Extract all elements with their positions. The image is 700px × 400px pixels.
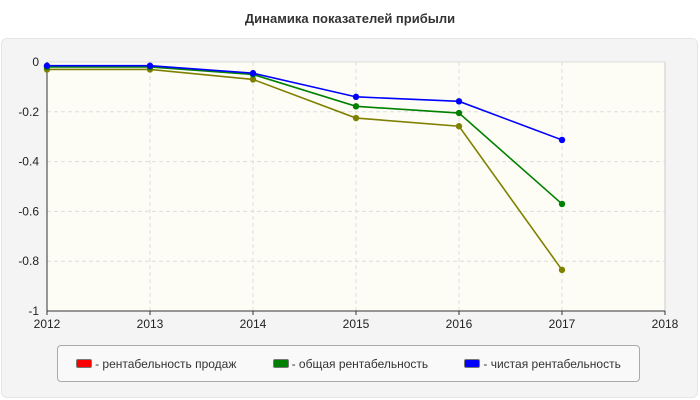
legend: - рентабельность продаж - общая рентабел…	[57, 345, 640, 382]
data-point	[249, 70, 257, 77]
y-tick-label: -0.6	[18, 204, 39, 218]
x-tick-label: 2013	[137, 317, 164, 331]
y-tick-label: -0.4	[18, 155, 39, 169]
legend-label: - рентабельность продаж	[95, 356, 237, 371]
data-point	[352, 103, 360, 110]
data-point	[558, 200, 566, 208]
legend-item-net[interactable]: - чистая рентабельность	[464, 356, 621, 371]
data-point	[352, 114, 360, 122]
x-tick-label: 2016	[446, 317, 473, 331]
series-line-2	[47, 64, 563, 141]
legend-label: - общая рентабельность	[291, 356, 429, 371]
legend-swatch	[76, 359, 93, 368]
data-point	[558, 136, 566, 144]
legend-swatch	[272, 359, 289, 368]
data-point	[455, 109, 463, 117]
data-point	[352, 93, 360, 101]
y-tick-label: -1	[28, 304, 39, 318]
legend-item-sales[interactable]: - рентабельность продаж	[76, 357, 236, 371]
data-point	[558, 266, 566, 274]
series-line-0	[47, 68, 563, 271]
x-tick-label: 2012	[34, 317, 61, 331]
x-tick-label: 2018	[652, 317, 679, 331]
data-point	[249, 76, 257, 83]
legend-item-total[interactable]: - общая рентабельность	[272, 356, 429, 371]
y-tick-label: -0.2	[18, 105, 39, 119]
data-point	[455, 123, 463, 130]
x-tick-label: 2015	[343, 317, 370, 331]
chart-title: Динамика показателей прибыли	[244, 11, 456, 26]
legend-label: - чистая рентабельность	[483, 356, 621, 371]
data-point	[43, 62, 51, 69]
y-tick-label: -0.8	[18, 254, 39, 268]
data-point	[146, 62, 154, 69]
x-tick-label: 2014	[240, 317, 267, 331]
legend-swatch	[464, 359, 481, 368]
y-tick-label: 0	[32, 55, 39, 69]
data-point	[455, 98, 463, 105]
x-tick-label: 2017	[549, 317, 576, 331]
series-line-1	[47, 66, 563, 205]
